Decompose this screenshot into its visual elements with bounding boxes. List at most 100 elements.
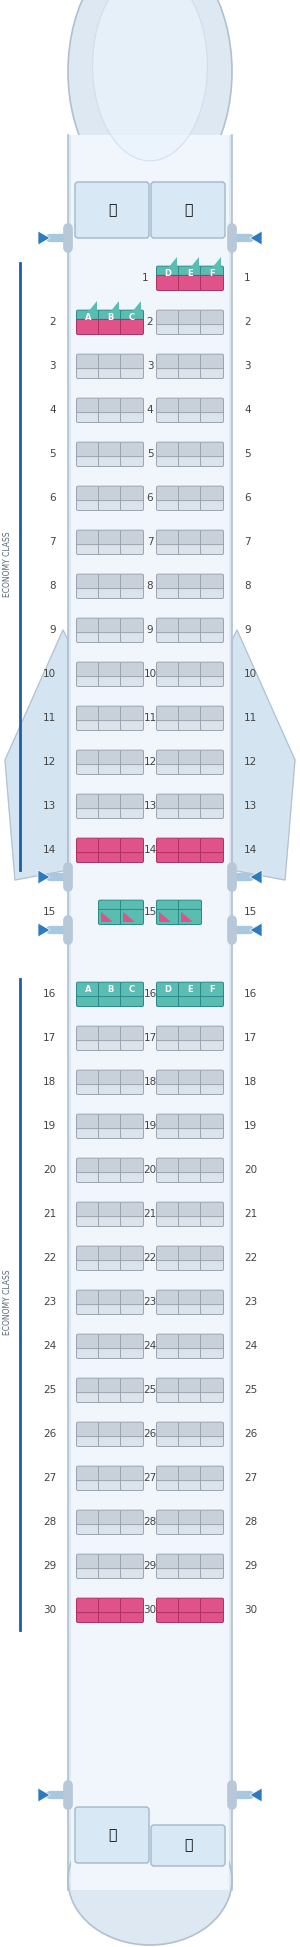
FancyBboxPatch shape: [200, 847, 224, 863]
FancyBboxPatch shape: [98, 627, 122, 643]
Text: ECONOMY CLASS: ECONOMY CLASS: [4, 1269, 13, 1336]
FancyBboxPatch shape: [157, 991, 179, 1007]
FancyBboxPatch shape: [121, 900, 143, 915]
Text: 18: 18: [143, 1077, 157, 1086]
Text: 24: 24: [143, 1341, 157, 1351]
FancyBboxPatch shape: [157, 1378, 179, 1392]
Text: 21: 21: [143, 1209, 157, 1219]
Polygon shape: [250, 923, 262, 937]
FancyBboxPatch shape: [157, 539, 179, 555]
Text: B: B: [107, 313, 113, 321]
FancyBboxPatch shape: [178, 267, 202, 280]
Text: 26: 26: [143, 1429, 157, 1439]
FancyBboxPatch shape: [76, 1554, 100, 1569]
FancyBboxPatch shape: [178, 837, 202, 853]
FancyBboxPatch shape: [200, 715, 224, 730]
FancyBboxPatch shape: [121, 397, 143, 413]
FancyBboxPatch shape: [157, 275, 179, 290]
FancyBboxPatch shape: [121, 1079, 143, 1094]
FancyBboxPatch shape: [157, 1123, 179, 1139]
Polygon shape: [38, 232, 50, 245]
FancyBboxPatch shape: [178, 1598, 202, 1612]
FancyBboxPatch shape: [98, 584, 122, 598]
FancyBboxPatch shape: [157, 584, 179, 598]
Text: 27: 27: [43, 1474, 56, 1484]
FancyBboxPatch shape: [200, 1158, 224, 1172]
FancyBboxPatch shape: [98, 495, 122, 510]
Polygon shape: [38, 870, 50, 884]
FancyBboxPatch shape: [121, 442, 143, 458]
Text: C: C: [129, 313, 135, 321]
FancyBboxPatch shape: [200, 1554, 224, 1569]
FancyBboxPatch shape: [157, 1511, 179, 1525]
FancyBboxPatch shape: [121, 1158, 143, 1172]
FancyBboxPatch shape: [98, 487, 122, 500]
Text: F: F: [209, 985, 215, 993]
Text: 15: 15: [244, 907, 257, 917]
FancyBboxPatch shape: [76, 1026, 100, 1040]
FancyBboxPatch shape: [178, 407, 202, 422]
FancyBboxPatch shape: [98, 1563, 122, 1579]
FancyBboxPatch shape: [178, 1563, 202, 1579]
FancyBboxPatch shape: [157, 1071, 179, 1084]
FancyBboxPatch shape: [121, 1168, 143, 1182]
FancyBboxPatch shape: [157, 1168, 179, 1182]
FancyBboxPatch shape: [157, 397, 179, 413]
FancyBboxPatch shape: [178, 487, 202, 500]
Text: B: B: [107, 985, 113, 993]
FancyBboxPatch shape: [76, 530, 100, 545]
Text: 17: 17: [244, 1034, 257, 1044]
FancyBboxPatch shape: [121, 1256, 143, 1271]
Text: 12: 12: [43, 757, 56, 767]
Text: 8: 8: [50, 580, 56, 592]
Text: 30: 30: [43, 1604, 56, 1614]
FancyBboxPatch shape: [157, 319, 179, 335]
FancyBboxPatch shape: [178, 452, 202, 467]
FancyBboxPatch shape: [200, 617, 224, 633]
FancyBboxPatch shape: [76, 354, 100, 368]
FancyBboxPatch shape: [200, 1291, 224, 1304]
Text: 22: 22: [43, 1254, 56, 1264]
FancyBboxPatch shape: [98, 909, 122, 925]
FancyBboxPatch shape: [178, 1554, 202, 1569]
Text: 7: 7: [147, 537, 153, 547]
FancyBboxPatch shape: [157, 1608, 179, 1622]
FancyBboxPatch shape: [200, 267, 224, 280]
FancyBboxPatch shape: [178, 991, 202, 1007]
Text: 7: 7: [244, 537, 250, 547]
FancyBboxPatch shape: [98, 1299, 122, 1314]
Text: 5: 5: [50, 450, 56, 459]
FancyBboxPatch shape: [157, 1026, 179, 1040]
FancyBboxPatch shape: [200, 1211, 224, 1227]
Text: D: D: [164, 269, 172, 278]
FancyBboxPatch shape: [157, 627, 179, 643]
Text: 26: 26: [43, 1429, 56, 1439]
FancyBboxPatch shape: [178, 1114, 202, 1129]
FancyBboxPatch shape: [121, 1519, 143, 1534]
FancyBboxPatch shape: [98, 804, 122, 818]
FancyBboxPatch shape: [200, 1256, 224, 1271]
FancyBboxPatch shape: [76, 1334, 100, 1349]
Polygon shape: [190, 257, 199, 269]
FancyBboxPatch shape: [178, 354, 202, 368]
FancyBboxPatch shape: [76, 452, 100, 467]
Polygon shape: [159, 911, 171, 923]
FancyBboxPatch shape: [121, 617, 143, 633]
FancyBboxPatch shape: [200, 804, 224, 818]
FancyBboxPatch shape: [121, 1343, 143, 1359]
Text: 29: 29: [43, 1561, 56, 1571]
FancyBboxPatch shape: [98, 900, 122, 915]
FancyBboxPatch shape: [200, 1299, 224, 1314]
FancyBboxPatch shape: [98, 1114, 122, 1129]
FancyBboxPatch shape: [98, 539, 122, 555]
FancyBboxPatch shape: [121, 1563, 143, 1579]
FancyBboxPatch shape: [121, 1466, 143, 1480]
Text: 2: 2: [50, 317, 56, 327]
FancyBboxPatch shape: [98, 1168, 122, 1182]
FancyBboxPatch shape: [157, 442, 179, 458]
FancyBboxPatch shape: [178, 1168, 202, 1182]
Text: 7: 7: [50, 537, 56, 547]
FancyBboxPatch shape: [76, 847, 100, 863]
FancyBboxPatch shape: [178, 1343, 202, 1359]
FancyBboxPatch shape: [121, 364, 143, 378]
